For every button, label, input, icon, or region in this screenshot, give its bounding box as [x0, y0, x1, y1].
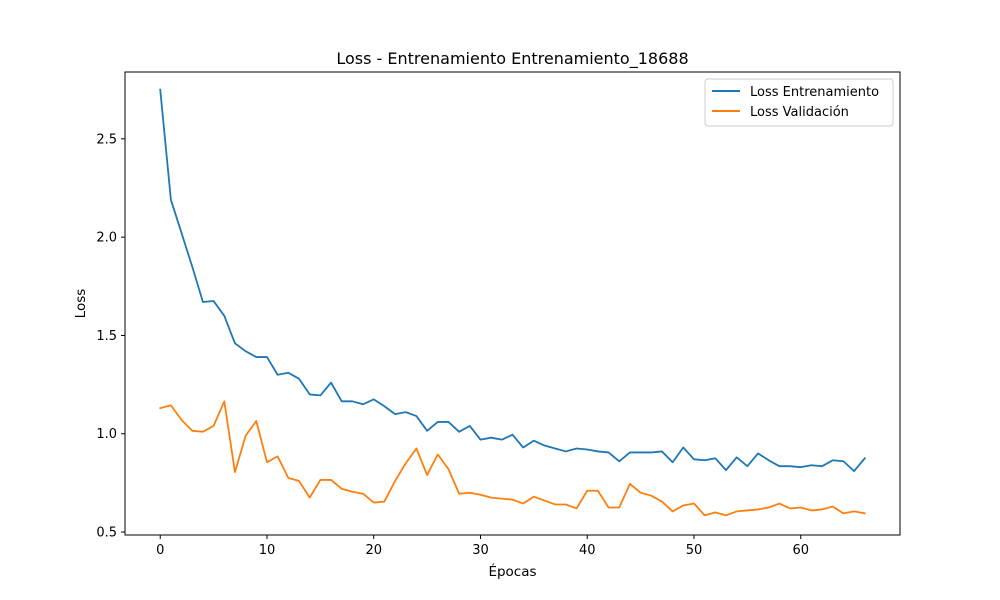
- x-tick-label: 30: [472, 543, 489, 558]
- y-axis: 0.5 1.0 1.5 2.0 2.5: [96, 132, 125, 541]
- x-tick-label: 40: [579, 543, 596, 558]
- y-axis-title: Loss: [73, 289, 89, 319]
- legend-box: [704, 78, 894, 127]
- x-tick-label: 50: [686, 543, 703, 558]
- x-tick-label: 0: [156, 543, 164, 558]
- y-tick-label: 2.5: [96, 132, 117, 147]
- legend-label-entrenamiento: Loss Entrenamiento: [750, 85, 879, 100]
- y-tick-label: 1.0: [96, 427, 117, 442]
- chart-title: Loss - Entrenamiento Entrenamiento_18688: [336, 49, 688, 69]
- legend: Loss Entrenamiento Loss Validación: [704, 78, 894, 127]
- y-tick-label: 1.5: [96, 329, 117, 344]
- plot-area: [124, 71, 901, 536]
- y-tick-label: 2.0: [96, 231, 117, 246]
- x-tick-label: 20: [365, 543, 382, 558]
- x-tick-label: 60: [792, 543, 809, 558]
- plot-frame: [124, 71, 901, 536]
- series-line-validacion: [159, 400, 866, 517]
- x-axis-title: Épocas: [488, 563, 536, 580]
- plot-background: [125, 72, 900, 535]
- legend-label-validacion: Loss Validación: [750, 105, 849, 120]
- x-axis: 0 10 20 30 40 50 60: [156, 535, 809, 558]
- x-tick-label: 10: [259, 543, 276, 558]
- series-layer: [159, 88, 867, 517]
- series-line-entrenamiento: [159, 88, 867, 473]
- y-tick-label: 0.5: [96, 526, 117, 541]
